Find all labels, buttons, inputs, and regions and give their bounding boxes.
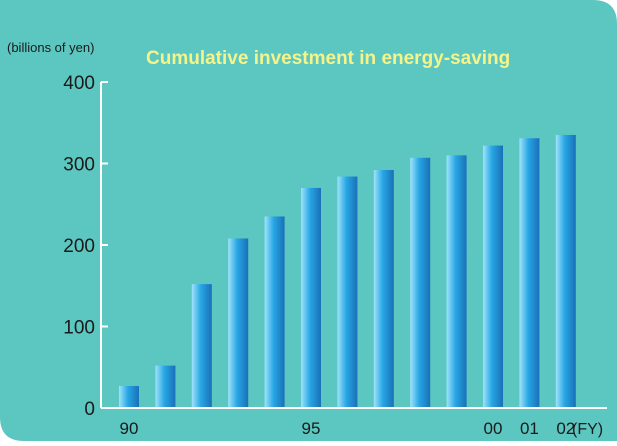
x-tick-label-00: 00 bbox=[484, 419, 503, 438]
bar-96 bbox=[337, 176, 358, 408]
y-axis: 0 100 200 300 400 bbox=[63, 73, 108, 420]
x-axis-unit: (FY) bbox=[572, 421, 603, 438]
bar-98 bbox=[410, 157, 431, 408]
bar-90 bbox=[119, 385, 139, 408]
x-tick-label-95: 95 bbox=[302, 419, 321, 438]
bar-99 bbox=[446, 155, 467, 408]
y-tick-label-100: 100 bbox=[63, 318, 95, 339]
y-tick-label-300: 300 bbox=[63, 155, 95, 176]
bar-00 bbox=[483, 145, 503, 408]
y-tick-label-0: 0 bbox=[84, 399, 95, 420]
x-tick-label-01: 01 bbox=[520, 419, 539, 438]
bar-94 bbox=[264, 216, 285, 408]
bar-02 bbox=[555, 134, 576, 408]
bar-97 bbox=[373, 170, 394, 408]
bars-group bbox=[119, 134, 576, 409]
x-axis: 90 95 00 01 02 bbox=[101, 407, 607, 438]
y-tick-label-200: 200 bbox=[63, 236, 95, 257]
bar-92 bbox=[191, 284, 212, 408]
bar-95 bbox=[301, 187, 321, 408]
x-tick-label-02: 02 bbox=[556, 419, 575, 438]
bar-01 bbox=[519, 138, 540, 409]
y-tick-label-400: 400 bbox=[63, 73, 95, 94]
bar-93 bbox=[228, 238, 249, 408]
chart-title: Cumulative investment in energy-saving bbox=[146, 48, 510, 69]
x-tick-label-90: 90 bbox=[120, 419, 139, 438]
y-axis-label: (billions of yen) bbox=[7, 40, 94, 55]
bar-91 bbox=[155, 365, 176, 408]
